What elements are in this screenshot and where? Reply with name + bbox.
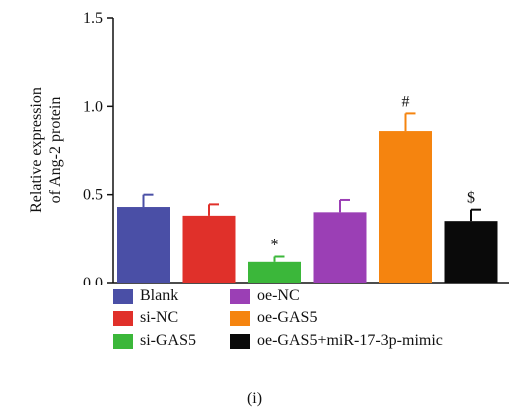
legend-item-oe-gas5-mimic: oe-GAS5+miR-17-3p-mimic bbox=[230, 332, 443, 350]
legend-swatch-si-gas5 bbox=[113, 333, 133, 349]
legend-label-oe-gas5: oe-GAS5 bbox=[257, 309, 318, 326]
bar-si-gas5 bbox=[248, 261, 301, 283]
legend-swatch-oe-gas5-mimic bbox=[230, 333, 250, 349]
legend-swatch-si-nc bbox=[113, 310, 133, 326]
bar-si-nc bbox=[182, 215, 236, 283]
y-axis-title: of Ang-2 protein bbox=[47, 97, 64, 204]
y-tick-label: 1.5 bbox=[83, 10, 103, 27]
legend-swatch-blank bbox=[113, 288, 133, 304]
legend-item-si-gas5: si-GAS5 bbox=[113, 332, 196, 350]
y-tick-label: 0.0 bbox=[83, 275, 103, 285]
bars: * # $ bbox=[117, 93, 498, 283]
legend-item-oe-gas5: oe-GAS5 bbox=[230, 309, 317, 327]
significance-label: * bbox=[271, 237, 279, 254]
bar-blank bbox=[117, 207, 170, 283]
bar-chart: Relative expression of Ang-2 protein 0.00… bbox=[28, 10, 509, 285]
figure-caption: (i) bbox=[246, 390, 263, 407]
legend-label-si-gas5: si-GAS5 bbox=[140, 332, 197, 349]
legend-label-oe-nc: oe-NC bbox=[257, 287, 300, 304]
legend-item-si-nc: si-NC bbox=[113, 309, 178, 327]
legend-label-si-nc: si-NC bbox=[140, 309, 179, 326]
significance-label: # bbox=[402, 93, 410, 110]
bar-oe-gas5-mir-17-3p-mimic bbox=[444, 221, 498, 283]
legend-item-oe-nc: oe-NC bbox=[230, 287, 300, 305]
y-tick-label: 0.5 bbox=[83, 187, 103, 204]
y-axis-title: Relative expression bbox=[28, 87, 45, 213]
legend-swatch-oe-nc bbox=[230, 288, 250, 304]
legend-item-blank: Blank bbox=[113, 287, 178, 305]
y-tick-label: 1.0 bbox=[83, 98, 103, 115]
bar-oe-nc bbox=[313, 212, 367, 283]
legend-label-oe-gas5-mimic: oe-GAS5+miR-17-3p-mimic bbox=[257, 332, 443, 349]
y-axis-label: Relative expression of Ang-2 protein bbox=[28, 87, 64, 213]
y-axis-ticks: 0.0 0.5 1.0 1.5 bbox=[83, 10, 113, 285]
bar-oe-gas5 bbox=[379, 131, 432, 283]
legend-swatch-oe-gas5 bbox=[230, 310, 250, 326]
significance-label: $ bbox=[467, 190, 475, 207]
legend: Blank si-NC si-GAS5 oe-NC oe-GAS5 oe-GAS… bbox=[113, 287, 503, 365]
legend-label-blank: Blank bbox=[140, 287, 179, 304]
